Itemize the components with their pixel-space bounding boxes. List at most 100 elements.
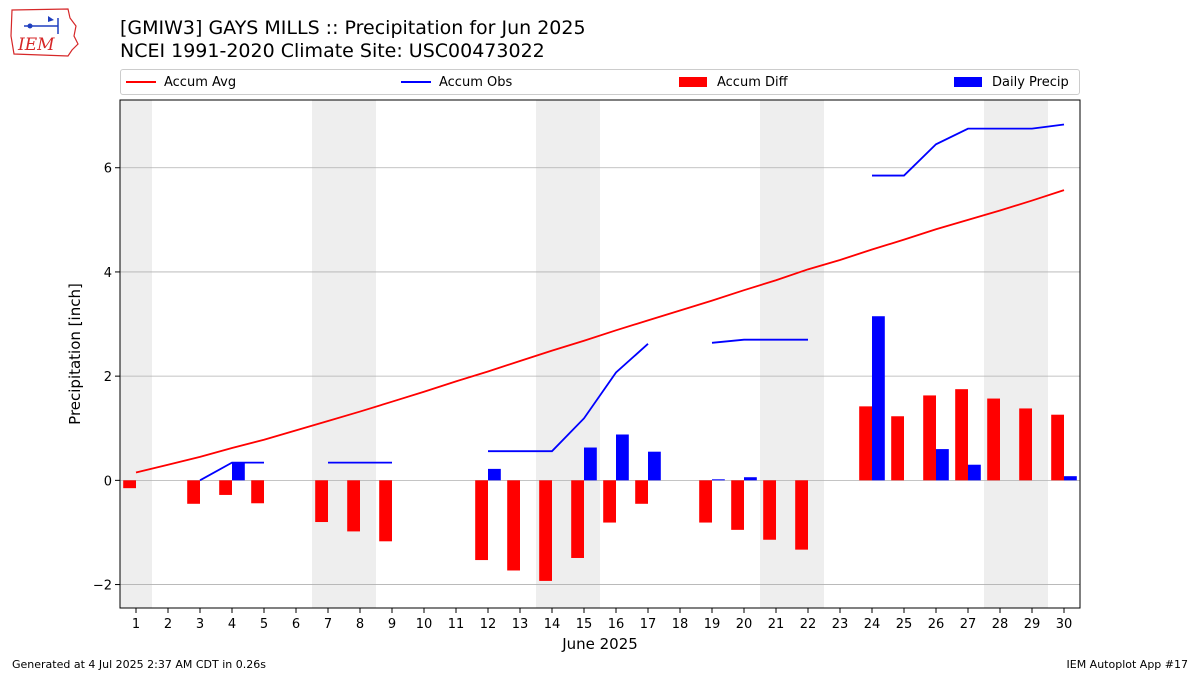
x-tick-label: 30 — [1056, 617, 1073, 632]
x-axis-ticks: 1 2 3 4 5 6 7 8 9 10 11 12 13 14 15 16 17 18 19 20 21 22 23 24 2… — [132, 608, 1072, 632]
accum-diff-bar — [379, 480, 392, 542]
accum-diff-bar — [987, 398, 1000, 481]
x-tick-label: 8 — [356, 617, 364, 632]
accum-obs-segment — [199, 461, 264, 482]
y-tick-label: −2 — [93, 579, 112, 594]
daily-precip-bar — [1064, 476, 1077, 481]
accum-diff-bar — [251, 480, 264, 504]
accum-diff-bar — [891, 416, 904, 481]
y-axis-ticks: −2 0 2 4 6 — [93, 162, 120, 594]
accum-diff-bar — [187, 480, 200, 504]
accum-diff-bar — [315, 480, 328, 523]
x-tick-label: 7 — [324, 617, 332, 632]
accum-obs-line — [199, 123, 1065, 482]
x-tick-label: 26 — [928, 617, 945, 632]
chart-title: [GMIW3] GAYS MILLS :: Precipitation for … — [120, 17, 586, 39]
legend-swatch-daily-precip — [954, 77, 982, 87]
legend-swatch-accum-obs — [401, 81, 431, 83]
legend-item-accum-obs: Accum Obs — [401, 70, 512, 94]
y-tick-label: 6 — [104, 162, 112, 177]
accum-diff-bar — [1051, 414, 1064, 481]
accum-diff-bar — [699, 480, 712, 523]
x-tick-label: 12 — [480, 617, 497, 632]
daily-precip-bar — [648, 451, 661, 481]
footer-app: IEM Autoplot App #17 — [1066, 658, 1189, 671]
daily-precip-bar — [936, 449, 949, 481]
accum-obs-segment — [872, 123, 1065, 177]
x-tick-label: 20 — [736, 617, 753, 632]
x-tick-label: 14 — [544, 617, 561, 632]
x-tick-label: 24 — [864, 617, 881, 632]
weekend-shade-1 — [120, 100, 152, 608]
x-tick-label: 9 — [388, 617, 396, 632]
weekend-shade-2 — [312, 100, 376, 608]
y-gridlines — [120, 167, 1080, 585]
accum-diff-bar — [539, 480, 552, 581]
x-tick-label: 13 — [512, 617, 529, 632]
accum-diff-bar — [955, 389, 968, 481]
accum-avg-segment — [135, 189, 1065, 474]
accum-diff-bar — [475, 480, 488, 561]
x-tick-label: 1 — [132, 617, 140, 632]
x-tick-label: 3 — [196, 617, 204, 632]
x-tick-label: 18 — [672, 617, 689, 632]
daily-precip-bar — [488, 468, 501, 481]
accum-diff-bar — [795, 480, 808, 550]
daily-precip-bars — [232, 316, 1077, 481]
x-tick-label: 11 — [448, 617, 465, 632]
y-tick-label: 4 — [104, 266, 112, 281]
weekend-shading — [120, 100, 1048, 608]
x-tick-label: 19 — [704, 617, 721, 632]
legend-item-accum-diff: Accum Diff — [679, 70, 788, 94]
weekend-shade-5 — [984, 100, 1048, 608]
x-tick-label: 17 — [640, 617, 657, 632]
x-tick-label: 29 — [1024, 617, 1041, 632]
accum-diff-bar — [923, 395, 936, 481]
accum-diff-bar — [507, 480, 520, 571]
x-tick-label: 28 — [992, 617, 1009, 632]
x-tick-label: 22 — [800, 617, 817, 632]
daily-precip-bar — [232, 462, 245, 481]
x-tick-label: 21 — [768, 617, 785, 632]
x-axis-label: June 2025 — [561, 635, 638, 653]
accum-avg-line — [135, 189, 1065, 474]
legend-swatch-accum-avg — [126, 81, 156, 83]
daily-precip-bar — [872, 316, 885, 481]
x-tick-label: 15 — [576, 617, 593, 632]
y-tick-label: 0 — [104, 474, 112, 489]
x-tick-label: 2 — [164, 617, 172, 632]
daily-precip-bar — [616, 434, 629, 481]
legend-swatch-accum-diff — [679, 77, 707, 87]
accum-diff-bar — [731, 480, 744, 530]
accum-diff-bar — [859, 406, 872, 481]
x-tick-label: 16 — [608, 617, 625, 632]
x-tick-label: 27 — [960, 617, 977, 632]
accum-diff-bar — [763, 480, 776, 540]
accum-diff-bar — [347, 480, 360, 532]
x-tick-label: 5 — [260, 617, 268, 632]
accum-obs-segment — [711, 338, 808, 344]
daily-precip-bar — [744, 477, 757, 481]
chart-subtitle: NCEI 1991-2020 Climate Site: USC00473022 — [120, 40, 545, 62]
x-tick-label: 23 — [832, 617, 849, 632]
accum-diff-bar — [635, 480, 648, 504]
x-tick-label: 6 — [292, 617, 300, 632]
accum-diff-bars — [123, 389, 1064, 581]
plot-frame — [119, 99, 1081, 609]
x-tick-label: 10 — [416, 617, 433, 632]
accum-diff-bar — [123, 480, 136, 489]
accum-obs-segment — [488, 343, 649, 453]
daily-precip-bar — [712, 479, 725, 481]
accum-diff-bar — [603, 480, 616, 523]
accum-diff-bar — [1019, 408, 1032, 481]
iem-logo: IEM — [10, 8, 79, 57]
footer-generated: Generated at 4 Jul 2025 2:37 AM CDT in 0… — [12, 658, 266, 671]
y-axis-label: Precipitation [inch] — [66, 283, 84, 425]
accum-diff-bar — [219, 480, 232, 495]
legend-item-accum-avg: Accum Avg — [126, 70, 236, 94]
legend-item-daily-precip: Daily Precip — [954, 70, 1069, 94]
svg-text:IEM: IEM — [17, 35, 55, 55]
daily-precip-bar — [968, 464, 981, 481]
legend: Accum Avg Accum Obs Accum Diff Daily Pre… — [120, 69, 1080, 95]
